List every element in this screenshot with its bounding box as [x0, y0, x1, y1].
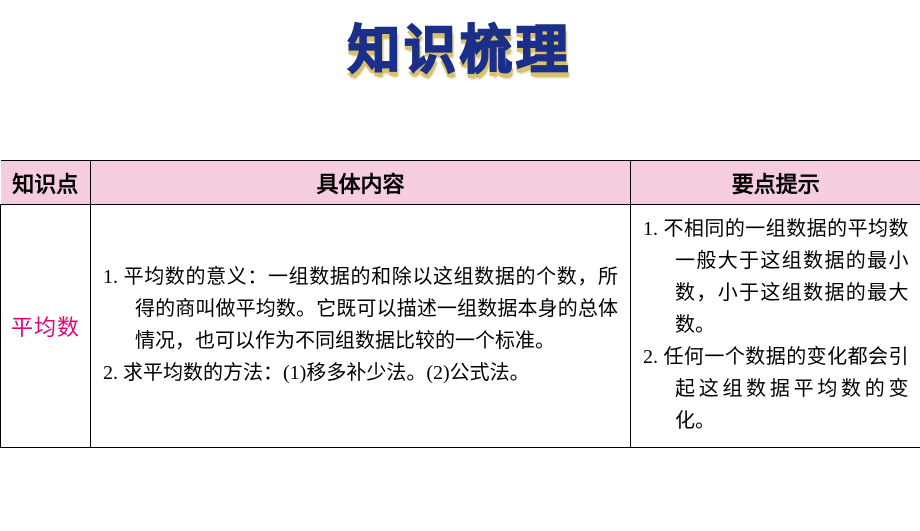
knowledge-table: 知识点 具体内容 要点提示 平均数 1. 平均数的意义：一组数据的和除以这组数据…: [0, 160, 920, 448]
row-label-average: 平均数: [1, 205, 91, 448]
hint-text: 任何一个数据的变化都会引起这组数据平均数的变化。: [663, 346, 908, 432]
cell-hint: 1. 不相同的一组数据的平均数一般大于这组数据的最小数，小于这组数据的最大数。 …: [631, 205, 920, 448]
page-title: 知识梳理: [342, 8, 578, 83]
content-item: 2. 求平均数的方法：(1)移多补少法。(2)公式法。: [103, 357, 618, 389]
hint-text: 不相同的一组数据的平均数一般大于这组数据的最小数，小于这组数据的最大数。: [663, 218, 908, 336]
content-item: 1. 平均数的意义：一组数据的和除以这组数据的个数，所得的商叫做平均数。它既可以…: [103, 261, 618, 357]
content-text: 平均数的意义：一组数据的和除以这组数据的个数，所得的商叫做平均数。它既可以描述一…: [124, 266, 618, 352]
table-header-row: 知识点 具体内容 要点提示: [1, 161, 920, 205]
content-text: 求平均数的方法：(1)移多补少法。(2)公式法。: [123, 362, 530, 384]
col-header-topic: 知识点: [1, 161, 91, 205]
hint-item: 1. 不相同的一组数据的平均数一般大于这组数据的最小数，小于这组数据的最大数。: [643, 213, 909, 341]
table-row: 平均数 1. 平均数的意义：一组数据的和除以这组数据的个数，所得的商叫做平均数。…: [1, 205, 920, 448]
col-header-content: 具体内容: [91, 161, 631, 205]
cell-content: 1. 平均数的意义：一组数据的和除以这组数据的个数，所得的商叫做平均数。它既可以…: [91, 205, 631, 448]
page-title-wrap: 知识梳理: [0, 0, 920, 83]
hint-item: 2. 任何一个数据的变化都会引起这组数据平均数的变化。: [643, 341, 909, 437]
col-header-hint: 要点提示: [631, 161, 920, 205]
